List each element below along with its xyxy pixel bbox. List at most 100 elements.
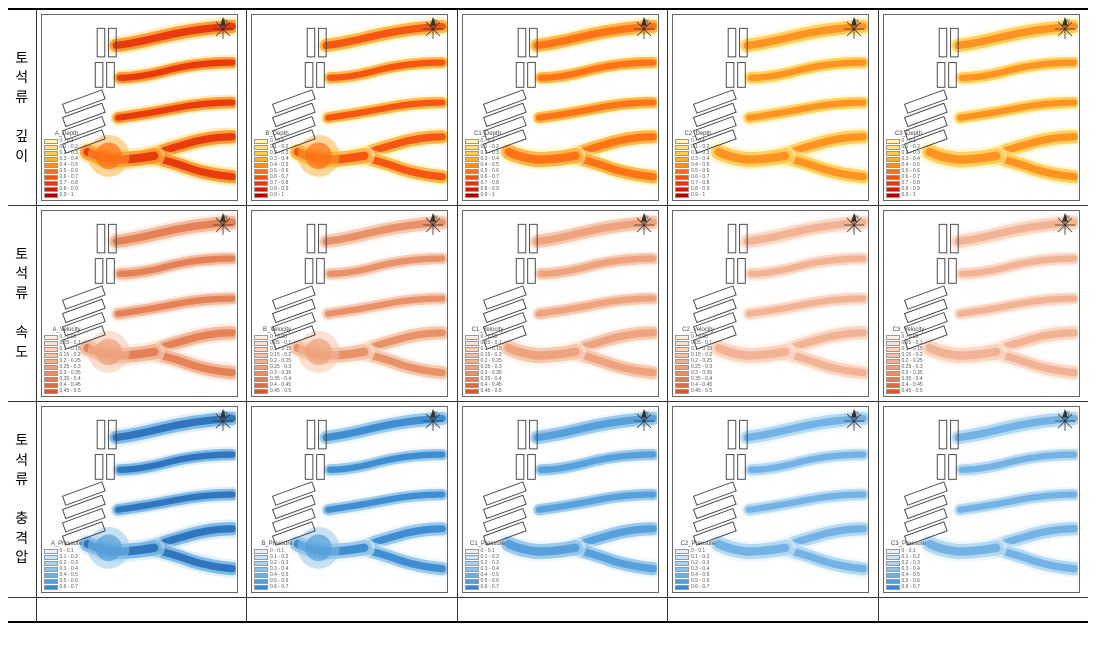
legend: B_Pressure 0 - 0.1 0.1 - 0.2 0.2 - 0.3 0… <box>254 541 300 590</box>
legend-swatch <box>886 157 900 162</box>
compass-icon: N <box>211 409 235 433</box>
legend-swatch <box>465 193 479 198</box>
legend-swatch <box>465 573 479 578</box>
legend-swatch <box>675 365 689 370</box>
legend-swatch <box>254 377 268 382</box>
legend-swatch <box>465 169 479 174</box>
legend-row: 0.9 - 1 <box>44 192 90 198</box>
figure-grid-table: 토석류 깊이 <box>8 8 1088 623</box>
row-label-0: 토석류 깊이 <box>8 9 36 206</box>
compass-icon: N <box>1053 213 1077 237</box>
legend-swatch <box>254 389 268 394</box>
legend-swatch <box>254 371 268 376</box>
legend-bin-label: 0.45 - 0.5 <box>60 388 81 394</box>
legend-row: 0.9 - 1 <box>886 192 932 198</box>
legend: A_Velocity 0 - 0.05 0.05 - 0.1 0.1 - 0.1… <box>44 327 90 394</box>
legend-swatch <box>675 383 689 388</box>
legend-title: C3_Velocity <box>886 327 932 333</box>
legend-swatch <box>675 145 689 150</box>
panel-depth-A: N A_Depth 0 - 0.1 0.1 - 0.2 0.2 - 0.3 0.… <box>37 10 242 205</box>
legend-title: C3_Depth <box>886 131 932 137</box>
legend-swatch <box>465 187 479 192</box>
cell-2-0: N A_Pressure 0 - 0.1 0.1 - 0.2 0.2 - 0.3… <box>36 402 247 598</box>
legend-swatch <box>675 561 689 566</box>
legend-swatch <box>44 573 58 578</box>
legend-swatch <box>254 567 268 572</box>
legend-title: C2_Velocity <box>675 327 721 333</box>
legend: C2_Pressure 0 - 0.1 0.1 - 0.2 0.2 - 0.3 … <box>675 541 721 590</box>
legend-swatch <box>44 139 58 144</box>
svg-text:N: N <box>1066 411 1070 417</box>
legend: C2_Velocity 0 - 0.05 0.05 - 0.1 0.1 - 0.… <box>675 327 721 394</box>
legend-swatch <box>44 163 58 168</box>
legend-swatch <box>675 359 689 364</box>
legend-bin-label: 0.45 - 0.5 <box>691 388 712 394</box>
legend-bin-label: 0.6 - 0.7 <box>60 584 78 590</box>
panel-frame: N C3_Depth 0 - 0.1 0.1 - 0.2 0.2 - 0.3 0… <box>883 14 1080 201</box>
legend-swatch <box>44 377 58 382</box>
legend-bin-label: 0.9 - 1 <box>691 192 705 198</box>
col-label-1 <box>247 598 458 622</box>
legend-swatch <box>254 347 268 352</box>
legend-swatch <box>44 359 58 364</box>
cell-2-4: N C3_Pressure 0 - 0.1 0.1 - 0.2 0.2 - 0.… <box>878 402 1088 598</box>
svg-text:N: N <box>855 215 859 221</box>
legend-swatch <box>465 181 479 186</box>
panel-velocity-B: N B_Velocity 0 - 0.05 0.05 - 0.1 0.1 - 0… <box>247 206 452 401</box>
legend-swatch <box>465 561 479 566</box>
legend-swatch <box>675 573 689 578</box>
panel-frame: N A_Velocity 0 - 0.05 0.05 - 0.1 0.1 - 0… <box>41 210 238 397</box>
legend-bin-label: 0.6 - 0.7 <box>481 584 499 590</box>
legend-swatch <box>886 341 900 346</box>
svg-text:N: N <box>1066 19 1070 25</box>
panel-frame: N C1_Pressure 0 - 0.1 0.1 - 0.2 0.2 - 0.… <box>462 406 659 593</box>
legend-swatch <box>886 377 900 382</box>
legend-row: 0.9 - 1 <box>675 192 721 198</box>
legend-swatch <box>886 555 900 560</box>
legend-swatch <box>44 383 58 388</box>
panel-frame: N B_Velocity 0 - 0.05 0.05 - 0.1 0.1 - 0… <box>251 210 448 397</box>
legend: C3_Depth 0 - 0.1 0.1 - 0.2 0.2 - 0.3 0.3… <box>886 131 932 198</box>
legend-swatch <box>44 347 58 352</box>
legend-swatch <box>675 377 689 382</box>
panel-frame: N C3_Velocity 0 - 0.05 0.05 - 0.1 0.1 - … <box>883 210 1080 397</box>
legend-title: A_Depth <box>44 131 90 137</box>
cell-2-2: N C1_Pressure 0 - 0.1 0.1 - 0.2 0.2 - 0.… <box>457 402 668 598</box>
panel-depth-C2: N C2_Depth 0 - 0.1 0.1 - 0.2 0.2 - 0.3 0… <box>668 10 873 205</box>
cell-1-2: N C1_Velocity 0 - 0.05 0.05 - 0.1 0.1 - … <box>457 206 668 402</box>
compass-icon: N <box>842 409 866 433</box>
legend-swatch <box>465 151 479 156</box>
cell-0-3: N C2_Depth 0 - 0.1 0.1 - 0.2 0.2 - 0.3 0… <box>668 9 879 206</box>
legend-swatch <box>886 389 900 394</box>
legend-swatch <box>886 193 900 198</box>
legend-swatch <box>675 371 689 376</box>
legend-swatch <box>465 341 479 346</box>
legend-row: 0.6 - 0.7 <box>465 584 511 590</box>
legend-swatch <box>44 549 58 554</box>
legend-swatch <box>886 567 900 572</box>
legend-swatch <box>886 163 900 168</box>
legend: C3_Pressure 0 - 0.1 0.1 - 0.2 0.2 - 0.3 … <box>886 541 932 590</box>
legend-swatch <box>675 181 689 186</box>
legend-title: C2_Pressure <box>675 541 721 547</box>
legend-swatch <box>465 139 479 144</box>
legend-swatch <box>44 151 58 156</box>
legend-row: 0.45 - 0.5 <box>44 388 90 394</box>
legend-row: 0.6 - 0.7 <box>254 584 300 590</box>
legend-bin-label: 0.9 - 1 <box>481 192 495 198</box>
legend-swatch <box>44 169 58 174</box>
legend-swatch <box>465 567 479 572</box>
legend-swatch <box>465 353 479 358</box>
legend-swatch <box>675 169 689 174</box>
legend-swatch <box>886 353 900 358</box>
compass-icon: N <box>842 213 866 237</box>
legend-swatch <box>44 175 58 180</box>
legend: C2_Depth 0 - 0.1 0.1 - 0.2 0.2 - 0.3 0.3… <box>675 131 721 198</box>
legend-swatch <box>675 579 689 584</box>
cell-1-1: N B_Velocity 0 - 0.05 0.05 - 0.1 0.1 - 0… <box>247 206 458 402</box>
legend-title: C2_Depth <box>675 131 721 137</box>
legend-swatch <box>254 555 268 560</box>
panel-frame: N B_Pressure 0 - 0.1 0.1 - 0.2 0.2 - 0.3… <box>251 406 448 593</box>
compass-icon: N <box>421 213 445 237</box>
legend-bin-label: 0.45 - 0.5 <box>902 388 923 394</box>
